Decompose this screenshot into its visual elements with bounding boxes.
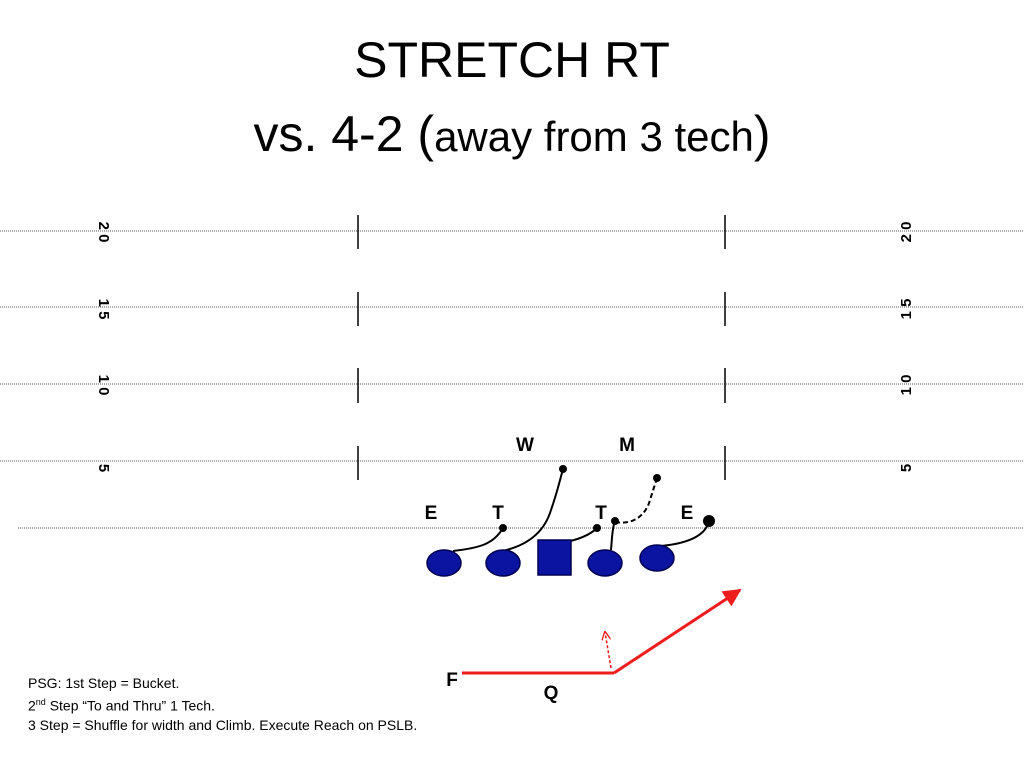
fullback-route-arrow	[613, 588, 742, 675]
subtitle-suffix: )	[753, 106, 771, 162]
note-line-2: 2nd Step “To and Thru” 1 Tech.	[28, 693, 417, 716]
lineman-left-tackle	[426, 549, 462, 577]
defender-label-t-right: T	[595, 503, 607, 524]
yard-number-left-15: 1 5	[95, 299, 112, 320]
block-dot-lt	[499, 524, 507, 532]
note-line-2-sup: nd	[35, 697, 46, 707]
block-dot-c	[593, 524, 601, 532]
hash-marks	[357, 215, 726, 480]
yard-number-right-15: 1 5	[898, 299, 915, 320]
defender-label-m: M	[619, 435, 635, 456]
block-path-lt	[452, 527, 504, 552]
lineman-right-guard	[587, 549, 623, 577]
yard-number-left-20: 2 0	[95, 222, 112, 243]
defender-label-t-left: T	[492, 503, 504, 524]
block-path-rt	[660, 520, 710, 547]
subtitle-paren-text: away from 3 tech	[434, 113, 754, 160]
block-endpoints	[499, 465, 715, 532]
note-line-2-number: 2	[28, 697, 36, 714]
note-line-3: 3 Step = Shuffle for width and Climb. Ex…	[28, 716, 418, 733]
block-path-rg	[610, 520, 616, 551]
yard-number-right-20: 2 0	[898, 222, 915, 243]
block-path-rg-climb	[614, 477, 658, 524]
play-title: STRETCH RT	[354, 32, 670, 88]
coaching-notes: PSG: 1st Step = Bucket. 2nd Step “To and…	[28, 674, 417, 735]
note-line-2-text: Step “To and Thru” 1 Tech.	[45, 697, 215, 714]
offense-label-f: F	[446, 670, 458, 691]
note-line-1: PSG: 1st Step = Bucket.	[28, 675, 180, 691]
defender-label-e-left: E	[425, 503, 438, 524]
offense-label-q: Q	[544, 683, 559, 704]
lineman-right-tackle	[639, 544, 675, 572]
block-path-lg	[501, 468, 564, 552]
yard-number-right-10: 1 0	[898, 375, 915, 396]
block-dot-lg	[559, 465, 567, 473]
block-dot-rg	[611, 517, 619, 525]
subtitle-prefix: vs. 4-2 (	[253, 106, 435, 162]
yard-number-left-10: 1 0	[95, 375, 112, 396]
block-dot-rt	[703, 515, 715, 527]
play-subtitle: vs. 4-2 (away from 3 tech)	[0, 104, 1024, 167]
block-dot-climb	[653, 474, 661, 482]
defender-label-w: W	[516, 435, 534, 456]
center-square	[537, 539, 572, 576]
defender-label-e-right: E	[681, 503, 694, 524]
yard-number-left-5: 5	[95, 464, 112, 472]
lineman-left-guard	[485, 549, 521, 577]
qb-option-arrow	[605, 632, 612, 669]
yard-number-right-5: 5	[898, 464, 915, 472]
